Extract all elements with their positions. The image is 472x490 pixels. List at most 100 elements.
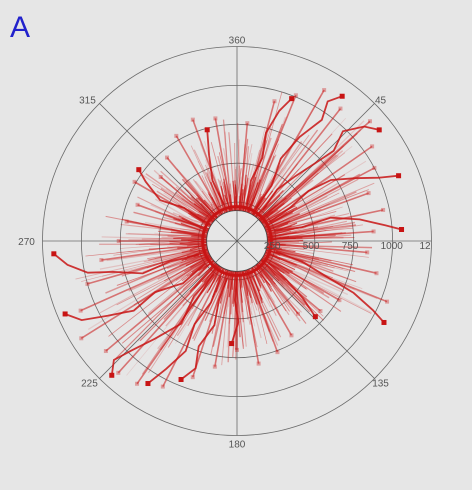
inner-crosshair xyxy=(215,219,259,263)
trajectory-streak xyxy=(266,224,356,238)
trajectory-path xyxy=(206,129,225,205)
trajectory-streak xyxy=(261,133,358,224)
angle-tick-label: 45 xyxy=(375,95,387,106)
trajectory-path xyxy=(180,278,228,381)
trajectory-streak xyxy=(264,253,296,269)
trajectory-streak xyxy=(243,270,262,339)
trajectory-streak xyxy=(186,196,218,219)
trajectory-marker xyxy=(51,251,57,257)
inner-streak xyxy=(264,252,297,266)
trajectory-endpoint xyxy=(374,271,379,276)
trajectory-path xyxy=(274,216,402,232)
trajectory-streak xyxy=(133,211,209,232)
trajectory-path xyxy=(262,125,380,211)
inner-streak xyxy=(248,179,262,214)
trajectory-marker xyxy=(178,376,184,382)
trajectory-streak xyxy=(192,178,220,217)
trajectory-streak xyxy=(230,270,233,315)
trajectory-endpoint xyxy=(370,144,375,149)
trajectory-streak xyxy=(147,248,208,260)
angle-tick-label: 360 xyxy=(229,36,246,47)
trajectory-streak xyxy=(152,184,214,222)
trajectory-endpoint xyxy=(296,311,301,316)
trajectory-streak xyxy=(116,252,210,286)
inner-ring xyxy=(201,205,273,277)
trajectory-path xyxy=(275,250,385,324)
trajectory-path xyxy=(230,278,240,344)
trajectory-spoke xyxy=(244,101,276,212)
trajectory-streak xyxy=(256,263,304,308)
trajectory-streak xyxy=(141,174,215,223)
trajectory-streak xyxy=(267,236,335,243)
trajectory-marks xyxy=(51,88,405,389)
trajectory-streak xyxy=(267,234,352,242)
trajectory-streak xyxy=(260,145,344,223)
trajectory-endpoint xyxy=(367,119,372,124)
trajectory-endpoint xyxy=(256,361,261,366)
trajectory-endpoint xyxy=(190,375,195,380)
trajectory-marker xyxy=(381,319,387,325)
inner-streak xyxy=(178,215,209,231)
trajectory-streak xyxy=(236,271,245,323)
trajectory-streak xyxy=(260,200,289,223)
trajectory-spoke xyxy=(80,252,210,312)
trajectory-streak xyxy=(119,241,207,249)
trajectory-streak xyxy=(264,182,375,230)
trajectory-endpoint xyxy=(212,364,217,369)
angle-tick-label: 135 xyxy=(372,379,389,390)
trajectory-endpoint xyxy=(365,250,370,255)
trajectory-endpoint xyxy=(190,117,195,122)
trajectory-streak xyxy=(261,155,339,224)
trajectory-streak xyxy=(264,178,359,230)
trajectory-streak xyxy=(175,186,217,219)
trajectory-streak xyxy=(121,262,217,344)
trajectory-marker xyxy=(136,167,142,173)
inner-streak xyxy=(173,237,207,240)
trajectory-endpoint xyxy=(158,174,163,179)
trajectory-streak xyxy=(255,264,290,316)
trajectory-path xyxy=(53,253,200,275)
trajectory-streak xyxy=(262,256,342,312)
angle-tick-label: 225 xyxy=(81,379,98,390)
trajectory-streak xyxy=(87,253,211,330)
trajectory-streak xyxy=(264,190,366,229)
trajectory-streak xyxy=(255,117,347,218)
trajectory-streak xyxy=(120,223,208,235)
trajectory-spoke xyxy=(160,176,215,223)
trajectory-streak xyxy=(126,264,219,376)
trajectory-spoke xyxy=(80,256,212,339)
trajectory-spoke xyxy=(251,266,293,336)
trajectory-streak xyxy=(265,195,328,231)
trajectory-marker xyxy=(204,127,210,133)
inner-streak xyxy=(173,218,210,230)
trajectory-endpoint xyxy=(79,336,84,341)
inner-streak xyxy=(244,270,258,305)
trajectory-streak xyxy=(219,269,229,318)
inner-streak xyxy=(267,237,303,241)
trajectory-marker xyxy=(376,127,382,133)
trajectory-streak xyxy=(187,265,220,327)
trajectory-marker xyxy=(339,93,345,99)
trajectory-streak xyxy=(115,259,214,359)
trajectory-endpoint xyxy=(213,116,218,121)
trajectory-endpoint xyxy=(337,298,342,303)
inner-streak xyxy=(267,239,304,244)
trajectory-streak xyxy=(154,232,207,239)
trajectory-path xyxy=(245,97,293,206)
trajectory-endpoint xyxy=(132,179,137,184)
trajectory-streak xyxy=(250,143,279,214)
trajectory-streak xyxy=(235,166,239,211)
trajectory-streak xyxy=(164,255,211,282)
trajectory-endpoint xyxy=(78,308,83,313)
trajectory-endpoint xyxy=(272,99,277,104)
trajectory-spoke xyxy=(255,263,299,315)
panel-letter: A xyxy=(10,11,30,44)
trajectory-endpoint xyxy=(99,258,104,263)
trajectory-streak xyxy=(137,260,215,342)
trajectory-spoke xyxy=(241,270,260,364)
trajectory-path xyxy=(254,95,343,210)
trajectory-endpoint xyxy=(322,88,327,93)
trajectory-spoke xyxy=(259,259,321,312)
trajectory-streak xyxy=(157,230,208,237)
